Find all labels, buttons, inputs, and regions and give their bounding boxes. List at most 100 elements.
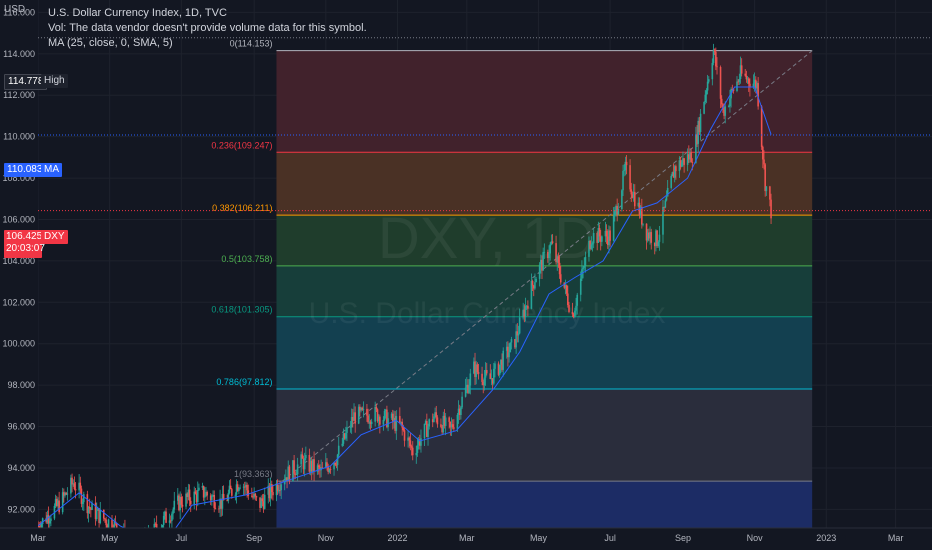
candle <box>729 89 731 113</box>
candle-body <box>368 421 371 423</box>
candle-body <box>662 206 664 235</box>
candle <box>188 484 191 507</box>
candle-body <box>548 253 550 259</box>
candle-body <box>333 462 335 470</box>
candle <box>78 474 80 499</box>
candle <box>409 432 412 451</box>
candle-body <box>547 251 549 259</box>
candle-body <box>671 172 674 176</box>
last-price-tag: 106.425 20:03:07 <box>4 230 45 258</box>
candle <box>54 494 57 509</box>
candle-body <box>180 496 183 505</box>
candle <box>303 452 306 477</box>
candle <box>706 74 709 95</box>
candle-body <box>541 259 543 271</box>
candle-body <box>269 484 272 499</box>
price-axis-bg <box>0 0 38 550</box>
candle-body <box>691 162 694 164</box>
candle-body <box>74 489 77 491</box>
candle-body <box>361 407 364 410</box>
candle <box>259 497 261 513</box>
candle <box>509 342 512 353</box>
time-tick-label: Nov <box>747 533 764 543</box>
time-axis[interactable]: Mar May Jul Sep Nov 2022 Mar May Jul Sep Nov 2023 Ma… <box>0 527 932 550</box>
candle-body <box>756 83 758 89</box>
candle-body <box>458 408 461 416</box>
candle <box>301 447 304 459</box>
candle <box>623 164 626 177</box>
candle-body <box>387 418 389 428</box>
candle <box>431 413 434 428</box>
candle <box>645 223 648 250</box>
candle <box>300 451 302 473</box>
candle <box>426 413 428 438</box>
candle-body <box>50 518 52 522</box>
candle-body <box>57 500 59 506</box>
candle-body <box>433 416 435 423</box>
candle <box>543 243 546 259</box>
candle-body <box>390 413 393 419</box>
candle-body <box>625 161 628 166</box>
candle-body <box>261 498 264 502</box>
candle-body <box>201 485 204 488</box>
candle-body <box>401 421 403 428</box>
price-tick-label: 108.000 <box>2 173 35 183</box>
candle <box>476 362 479 375</box>
candle-body <box>270 484 273 493</box>
candle-body <box>501 359 503 370</box>
candle <box>99 501 102 525</box>
candle <box>91 500 93 511</box>
candle <box>287 460 290 482</box>
candle <box>185 487 187 510</box>
candle <box>193 486 196 510</box>
candle-body <box>168 520 171 523</box>
candle <box>501 353 503 372</box>
candle <box>313 451 315 481</box>
candle <box>436 415 439 428</box>
candle <box>433 413 435 423</box>
candle <box>187 483 190 501</box>
candle-body <box>61 492 64 513</box>
candle <box>760 105 763 150</box>
ma-line[interactable] <box>37 86 772 548</box>
candle <box>505 341 508 359</box>
candle <box>612 207 615 242</box>
candle-body <box>367 415 369 423</box>
candle <box>576 292 579 315</box>
candle-body <box>337 445 340 455</box>
candle <box>457 400 460 424</box>
candle-body <box>485 370 488 374</box>
price-axis[interactable]: 92.000 94.000 96.000 98.000 100.000 102.000 10… <box>0 0 38 550</box>
candle-body <box>90 508 92 510</box>
candle-body <box>80 488 83 504</box>
candle <box>343 432 346 440</box>
candle-body <box>242 486 245 488</box>
bar-countdown: 20:03:07 <box>6 243 45 254</box>
candle <box>517 325 520 343</box>
ma-indicator-label[interactable]: MA (25, close, 0, SMA, 5) <box>48 37 173 49</box>
candle <box>597 221 600 243</box>
price-tick-label: 96.000 <box>7 422 35 432</box>
candle <box>568 301 570 314</box>
candle-body <box>715 51 717 67</box>
candle <box>442 411 445 434</box>
candle <box>713 48 716 56</box>
candle-body <box>188 489 191 501</box>
symbol-title[interactable]: U.S. Dollar Currency Index, 1D, TVC <box>48 7 227 19</box>
candle <box>461 391 463 410</box>
candle-body <box>294 473 297 475</box>
candle <box>189 497 192 513</box>
candle-body <box>615 206 617 211</box>
candle-body <box>334 462 337 465</box>
price-tick-label: 104.000 <box>2 256 35 266</box>
candle-body <box>377 416 380 422</box>
candle <box>493 362 495 386</box>
candle-body <box>665 196 668 201</box>
candle-body <box>252 496 254 498</box>
candle <box>444 412 447 436</box>
candle-body <box>563 282 566 288</box>
candle <box>532 284 535 297</box>
price-tick-label: 94.000 <box>7 463 35 473</box>
candle <box>280 482 282 500</box>
